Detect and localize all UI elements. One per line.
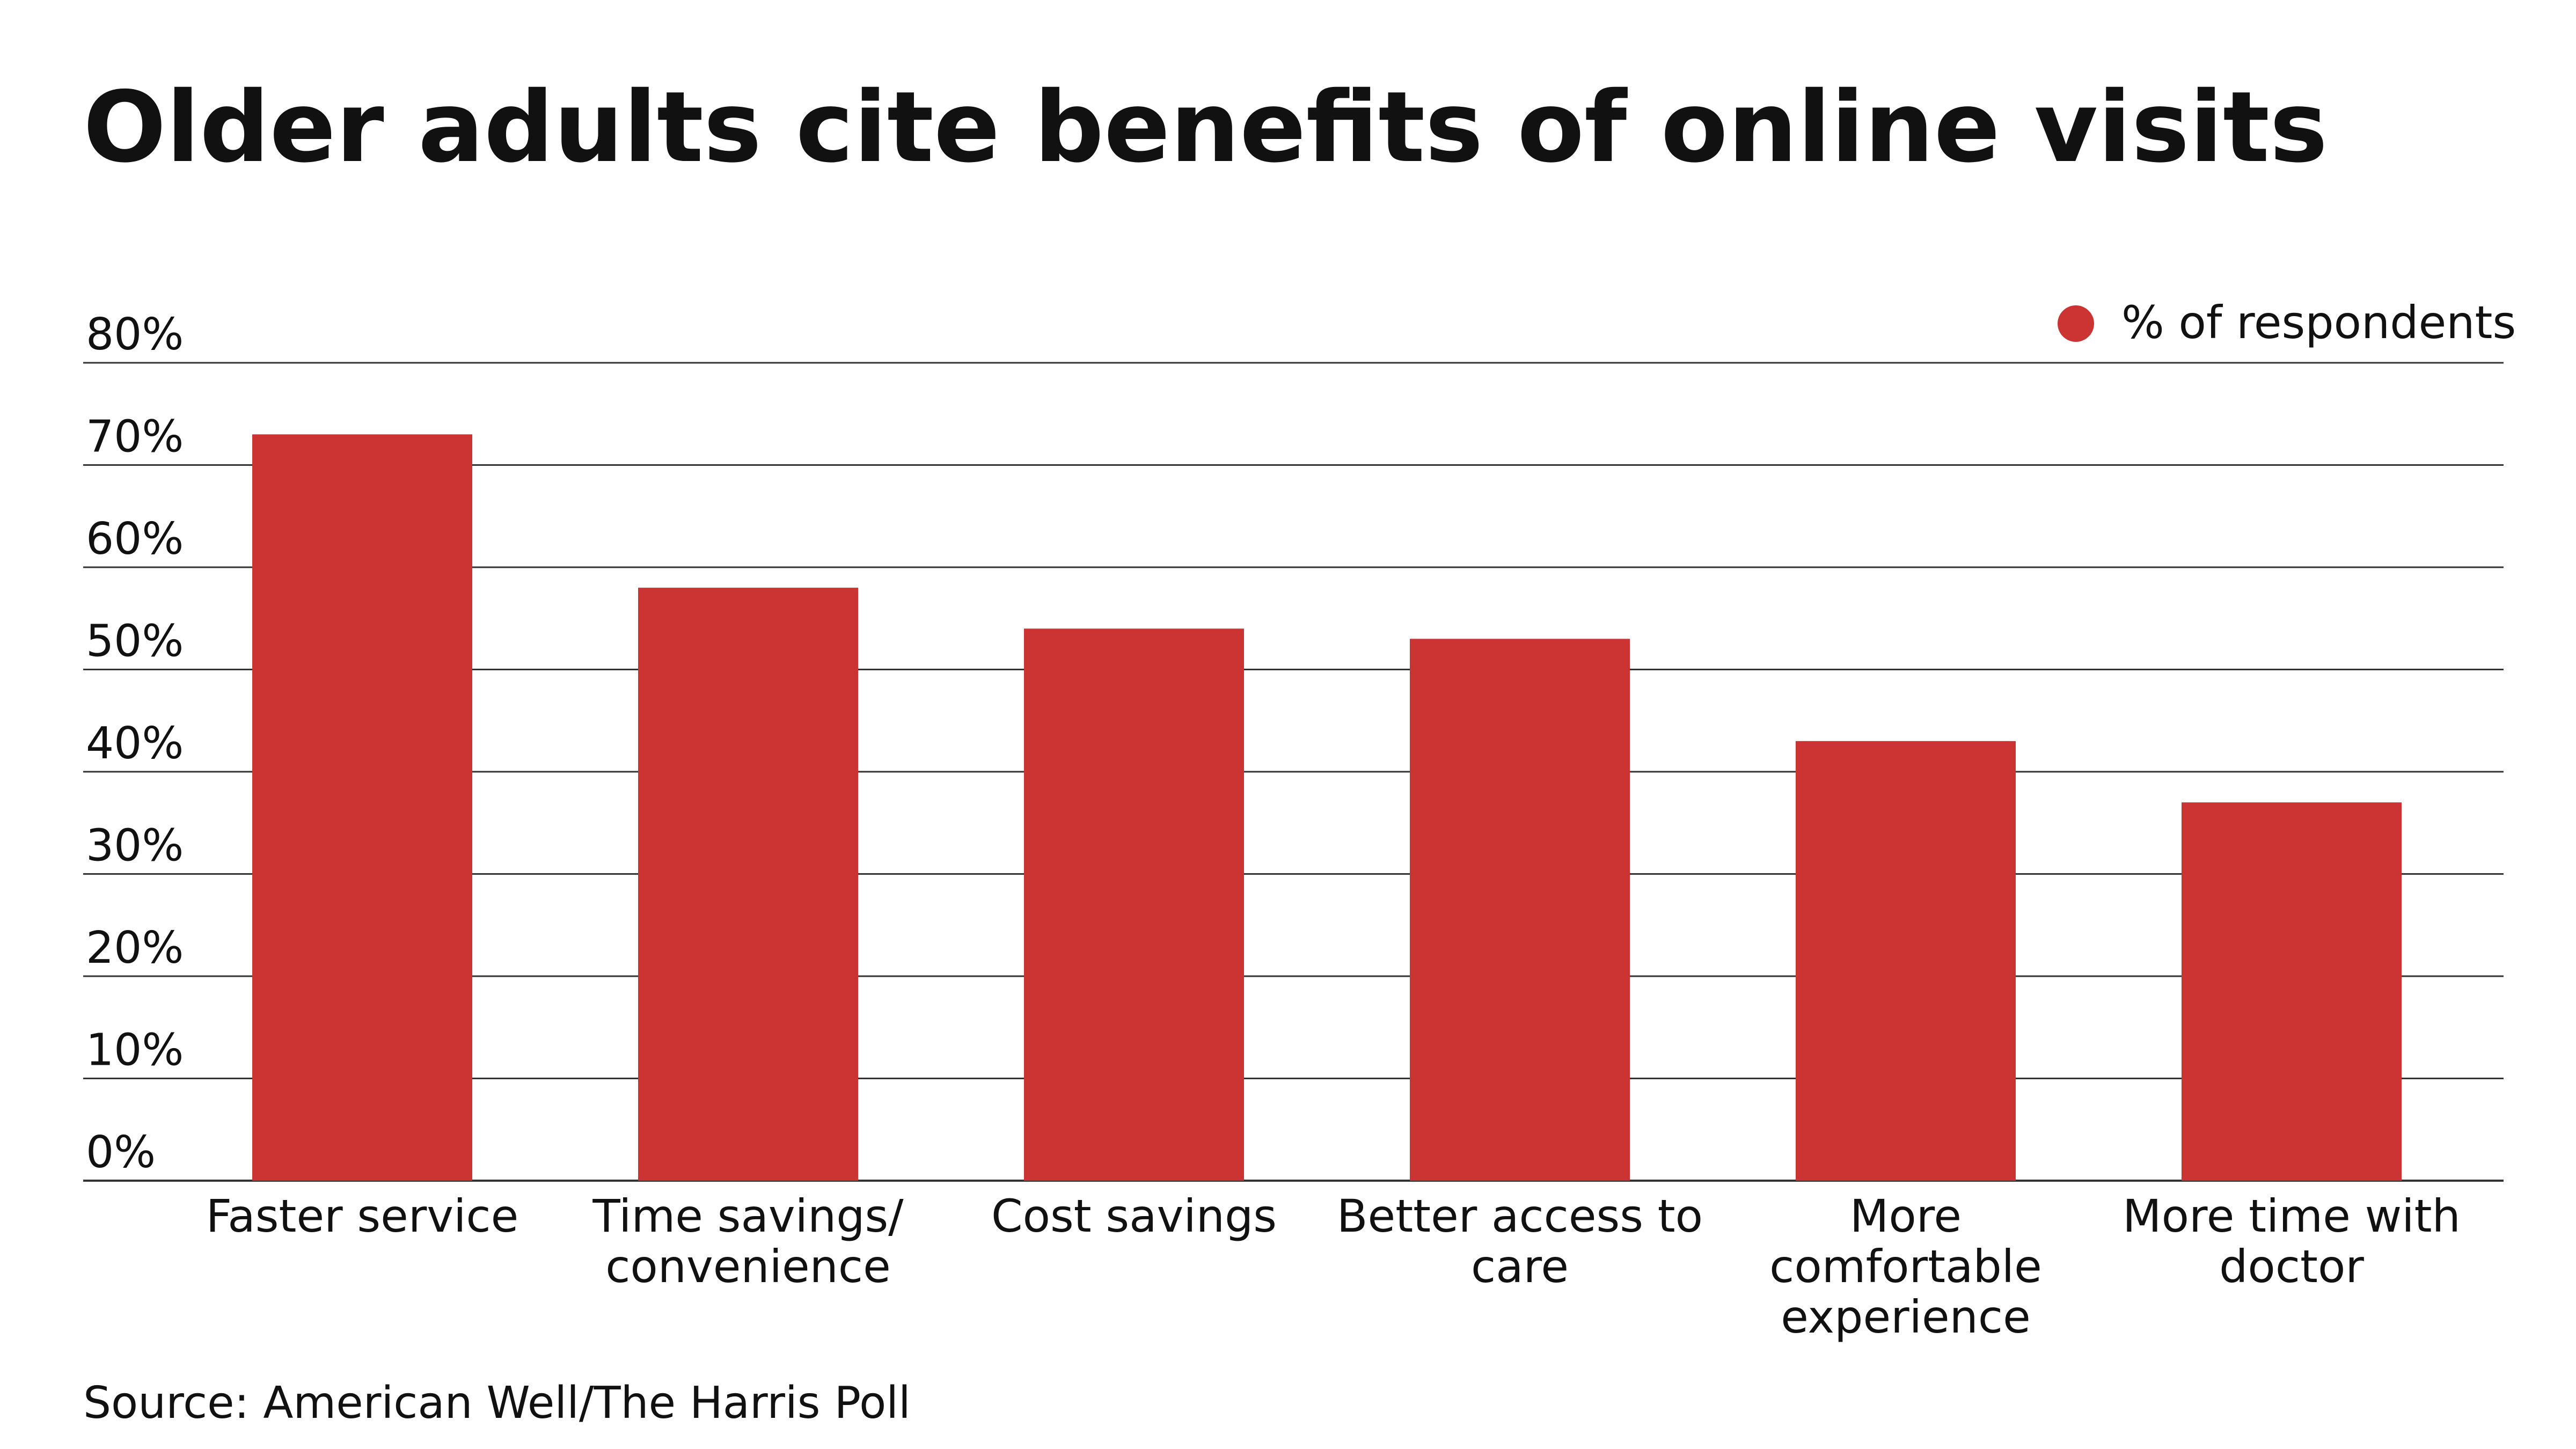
x-category-label-line: Faster service: [206, 1190, 519, 1242]
x-category-label: Time savings/convenience: [592, 1190, 904, 1293]
bar: [1024, 628, 1244, 1181]
x-category-label: Cost savings: [991, 1190, 1277, 1242]
bar: [638, 588, 858, 1181]
x-category-label-line: More: [1850, 1190, 1962, 1242]
y-tick-label: 20%: [86, 923, 184, 974]
x-category-label-line: Time savings/: [592, 1190, 904, 1242]
x-category-label-line: Better access to: [1337, 1190, 1703, 1242]
bar: [1410, 639, 1630, 1181]
bar-layer: [252, 434, 2402, 1181]
y-tick-label: 40%: [86, 718, 184, 769]
legend-label: % of respondents: [2121, 296, 2516, 349]
x-category-label: More comfortable experience: [1769, 1190, 2042, 1343]
y-tick-label: 10%: [86, 1025, 184, 1076]
x-category-label-line: experience: [1781, 1291, 2031, 1343]
chart-title: Older adults cite benefits of online vis…: [83, 70, 2328, 184]
x-category-label: More time with doctor: [2123, 1190, 2461, 1293]
y-tick-label: 80%: [86, 309, 184, 360]
x-category-label: Faster service: [206, 1190, 519, 1242]
y-tick-label: 60%: [86, 514, 184, 565]
x-axis-labels: Faster service Time savings/convenience Co…: [206, 1190, 2461, 1343]
bar: [252, 434, 472, 1181]
x-category-label-line: comfortable: [1769, 1240, 2042, 1293]
x-category-label: Better access to care: [1337, 1190, 1703, 1293]
x-category-label-line: doctor: [2219, 1240, 2364, 1293]
x-category-label-line: More time with: [2123, 1190, 2461, 1242]
x-category-label-line: Cost savings: [991, 1190, 1277, 1242]
grid-layer: [83, 362, 2504, 1182]
y-tick-label: 70%: [86, 412, 184, 463]
y-axis-ticks: 0% 10% 20% 30% 40% 50% 60% 70% 80%: [86, 309, 184, 1178]
legend-swatch: [2058, 305, 2094, 342]
x-category-label-line: care: [1471, 1240, 1569, 1293]
bar: [2182, 802, 2402, 1181]
x-category-label-line: convenience: [605, 1240, 891, 1293]
bar: [1796, 741, 2016, 1181]
source-note: Source: American Well/The Harris Poll: [83, 1378, 911, 1429]
y-tick-label: 50%: [86, 616, 184, 667]
y-tick-label: 30%: [86, 821, 184, 872]
legend: % of respondents: [2058, 296, 2516, 349]
y-tick-label: 0%: [86, 1127, 156, 1178]
